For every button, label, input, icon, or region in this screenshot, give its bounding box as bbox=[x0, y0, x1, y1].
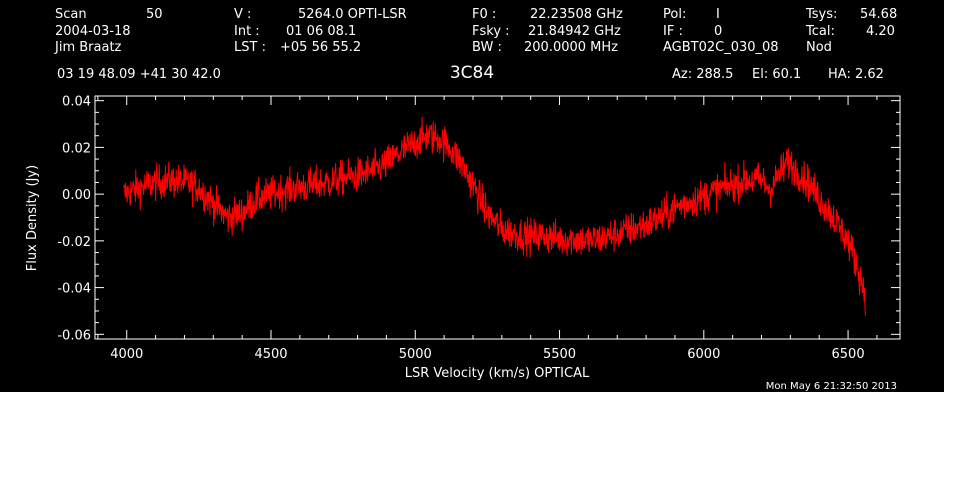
plot-window: Scan 50 V : 5264.0 OPTI-LSR F0 : 22.2350… bbox=[0, 0, 944, 392]
x-tick-label: 6500 bbox=[832, 347, 865, 362]
x-tick-label: 5500 bbox=[543, 347, 576, 362]
y-tick-label: -0.06 bbox=[57, 328, 91, 343]
tsys-value: 54.68 bbox=[860, 7, 897, 22]
x-tick-label: 4000 bbox=[110, 347, 143, 362]
scan-label: Scan bbox=[55, 7, 87, 22]
x-tick-label: 4500 bbox=[254, 347, 287, 362]
source-coordinates: 03 19 48.09 +41 30 42.0 bbox=[57, 67, 221, 82]
f0-label: F0 : bbox=[472, 7, 496, 22]
tcal-label: Tcal: bbox=[805, 24, 835, 39]
pol-value: I bbox=[716, 7, 720, 22]
lst-label: LST : bbox=[234, 40, 266, 55]
velocity-value: 5264.0 OPTI-LSR bbox=[298, 7, 407, 22]
if-value: 0 bbox=[714, 24, 722, 39]
tcal-value: 4.20 bbox=[866, 24, 895, 39]
x-axis-title: LSR Velocity (km/s) OPTICAL bbox=[405, 366, 590, 381]
tsys-label: Tsys: bbox=[805, 7, 837, 22]
y-tick-label: 0.02 bbox=[62, 141, 91, 156]
f0-value: 22.23508 GHz bbox=[530, 7, 623, 22]
lst-value: +05 56 55.2 bbox=[280, 40, 361, 55]
project-id: AGBT02C_030_08 bbox=[663, 40, 779, 55]
x-tick-label: 6000 bbox=[687, 347, 720, 362]
bw-value: 200.0000 MHz bbox=[524, 40, 618, 55]
scan-value: 50 bbox=[146, 7, 163, 22]
spectrum-plot: Scan 50 V : 5264.0 OPTI-LSR F0 : 22.2350… bbox=[25, 7, 901, 392]
source-name: 3C84 bbox=[450, 63, 494, 83]
bw-label: BW : bbox=[472, 40, 502, 55]
if-label: IF : bbox=[663, 24, 683, 39]
pol-label: Pol: bbox=[663, 7, 686, 22]
velocity-label: V : bbox=[234, 7, 251, 22]
observer-name: Jim Braatz bbox=[54, 40, 122, 55]
plot-timestamp: Mon May 6 21:32:50 2013 bbox=[766, 381, 897, 392]
spectrum-trace bbox=[123, 116, 866, 317]
int-label: Int : bbox=[234, 24, 260, 39]
elevation: El: 60.1 bbox=[752, 67, 801, 82]
fsky-label: Fsky : bbox=[472, 24, 510, 39]
axis-ticks bbox=[95, 96, 900, 339]
azimuth: Az: 288.5 bbox=[672, 67, 733, 82]
int-value: 01 06 08.1 bbox=[286, 24, 356, 39]
y-tick-label: 0.04 bbox=[62, 95, 91, 110]
obs-date: 2004-03-18 bbox=[55, 24, 131, 39]
tick-labels: 4000 4500 5000 5500 6000 6500 0.04 0.02 0.00 -0.0… bbox=[57, 95, 864, 362]
hour-angle: HA: 2.62 bbox=[828, 67, 884, 82]
y-axis-title: Flux Density (Jy) bbox=[25, 165, 40, 271]
obs-mode: Nod bbox=[806, 40, 832, 55]
y-tick-label: 0.00 bbox=[62, 188, 91, 203]
x-tick-label: 5000 bbox=[399, 347, 432, 362]
spectrum-trace-group bbox=[123, 116, 866, 317]
fsky-value: 21.84942 GHz bbox=[528, 24, 621, 39]
y-tick-label: -0.02 bbox=[57, 235, 91, 250]
y-tick-label: -0.04 bbox=[57, 282, 91, 297]
